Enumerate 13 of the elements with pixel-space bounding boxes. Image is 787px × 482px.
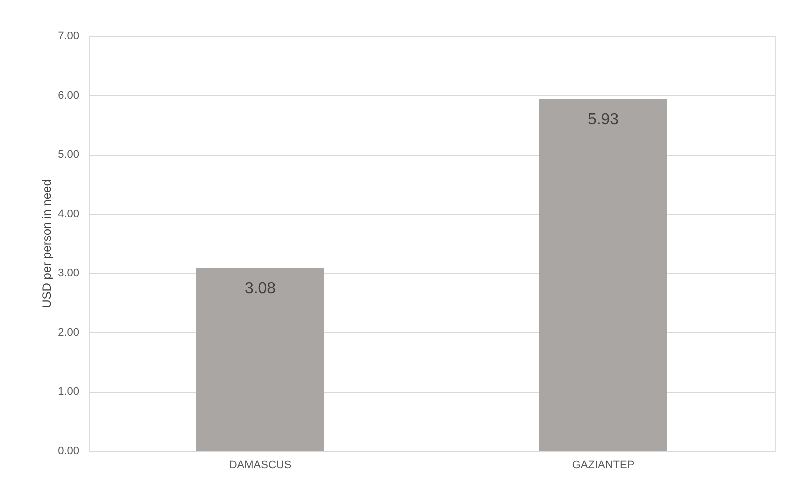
- y-tick-label: 0.00: [58, 446, 80, 458]
- x-tick-label: GAZIANTEP: [572, 460, 635, 472]
- x-tick-label: DAMASCUS: [229, 460, 292, 472]
- data-label: 5.93: [588, 111, 620, 128]
- y-axis-title: USD per person in need: [40, 180, 54, 308]
- y-tick-label: 5.00: [58, 149, 80, 162]
- y-tick-label: 4.00: [58, 208, 80, 220]
- data-label: 3.08: [244, 280, 276, 298]
- y-tick-label: 3.00: [58, 268, 80, 280]
- y-tick-label: 6.00: [58, 90, 80, 102]
- y-tick-label: 2.00: [58, 326, 80, 339]
- y-tick-label: 7.00: [58, 30, 80, 42]
- y-tick-label: 1.00: [58, 386, 80, 398]
